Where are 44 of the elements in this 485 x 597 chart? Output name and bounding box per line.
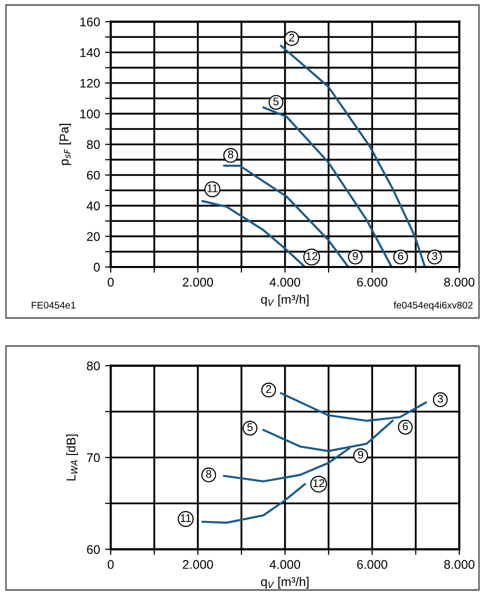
annotation: 5 xyxy=(247,423,253,432)
annotation: 6 xyxy=(402,422,408,430)
annotation: 2 xyxy=(289,34,294,42)
x-tick-label: 4.000 xyxy=(270,560,300,569)
annotation: 3 xyxy=(432,252,438,260)
x-tick-label: 0 xyxy=(108,560,114,569)
y-tick-label: 20 xyxy=(87,232,100,241)
text: fe0454eq4i6xv802 xyxy=(394,301,473,311)
x-tick-label: 8.000 xyxy=(444,560,474,569)
annotation: 11 xyxy=(180,514,191,522)
y-tick-label: 120 xyxy=(80,78,100,88)
y-tick-label: 80 xyxy=(86,140,100,149)
annotation: 6 xyxy=(398,252,404,260)
x-tick-label: 2.000 xyxy=(182,278,214,287)
annotation: 8 xyxy=(228,150,234,158)
y-tick-label: 70 xyxy=(87,453,100,462)
annotation: 8 xyxy=(206,470,212,478)
x-tick-label: 0 xyxy=(108,278,114,287)
y-tick-label: 0 xyxy=(94,262,100,272)
annotation: 3 xyxy=(438,394,443,403)
x-tick-label: 4.000 xyxy=(270,278,300,287)
annotation: 9 xyxy=(358,450,364,459)
text: FE0454e1 xyxy=(32,302,76,309)
x-axis-title: q$_{V}$ [m³/h] xyxy=(261,576,308,589)
annotation: 11 xyxy=(207,184,218,192)
x-tick-label: 6.000 xyxy=(357,560,388,569)
x-tick-label: 6.000 xyxy=(357,278,388,287)
y-axis-title: p$_{sF}$ [Pa] xyxy=(59,124,71,165)
y-tick-label: 40 xyxy=(86,201,100,210)
annotation: 2 xyxy=(266,385,272,393)
y-tick-label: 160 xyxy=(80,18,100,26)
y-tick-label: 140 xyxy=(80,48,100,58)
annotation: 9 xyxy=(352,252,358,260)
y-tick-label: 60 xyxy=(87,545,100,554)
x-tick-label: 8.000 xyxy=(444,278,474,287)
x-tick-label: 2.000 xyxy=(182,560,214,569)
y-tick-label: 80 xyxy=(86,362,100,370)
y-tick-label: 100 xyxy=(80,109,100,118)
annotation: 12 xyxy=(313,479,324,487)
annotation: 5 xyxy=(273,98,279,106)
annotation: 12 xyxy=(306,252,318,260)
y-axis-title: L$_{WA}$ [dB] xyxy=(66,434,78,480)
x-axis-title: q$_{V}$ [m³/h] xyxy=(261,294,308,306)
y-tick-label: 60 xyxy=(87,170,100,180)
